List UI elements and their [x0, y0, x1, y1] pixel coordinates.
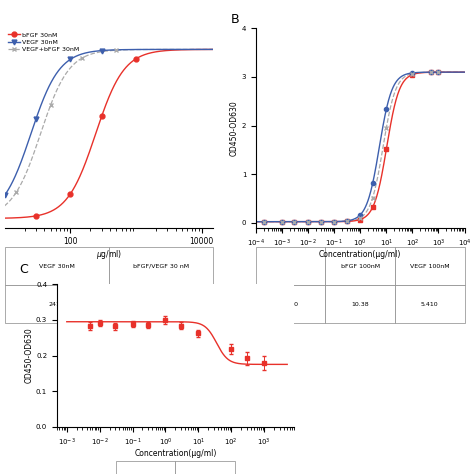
Legend: bFGF 30nM, VEGF 30nM, VEGF+bFGF 30nM: bFGF 30nM, VEGF 30nM, VEGF+bFGF 30nM [6, 30, 82, 55]
X-axis label: Concentration(μg/ml): Concentration(μg/ml) [319, 250, 401, 259]
X-axis label: Concentration(μg/ml): Concentration(μg/ml) [134, 449, 217, 458]
Y-axis label: OD450-OD630: OD450-OD630 [230, 100, 239, 156]
Y-axis label: OD450-OD630: OD450-OD630 [24, 328, 33, 383]
Text: B: B [231, 12, 239, 26]
X-axis label: $\mu$g/ml): $\mu$g/ml) [96, 247, 122, 261]
Text: C: C [19, 263, 27, 276]
